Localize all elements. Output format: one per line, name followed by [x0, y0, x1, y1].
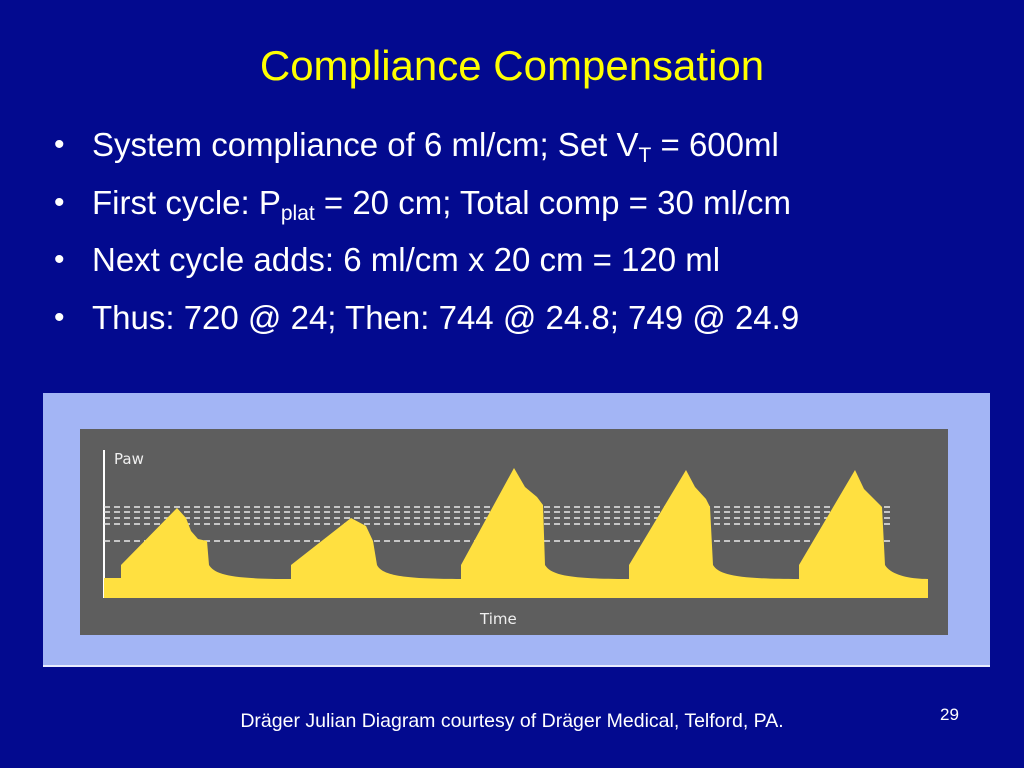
pressure-waveform	[104, 468, 928, 598]
bullet-item: • First cycle: Pplat = 20 cm; Total comp …	[54, 174, 799, 232]
bullet-item: • Next cycle adds: 6 ml/cm x 20 cm = 120 …	[54, 231, 799, 289]
bullet-subscript: T	[638, 144, 652, 167]
bullet-text: Next cycle adds: 6 ml/cm x 20 cm = 120 m…	[92, 241, 721, 278]
bullet-item: • System compliance of 6 ml/cm; Set VT = …	[54, 116, 799, 174]
image-credit-caption: Dräger Julian Diagram courtesy of Dräger…	[240, 710, 784, 732]
bullet-text: Thus: 720 @ 24; Then: 744 @ 24.8; 749 @ …	[92, 298, 800, 336]
slide-number: 29	[940, 705, 959, 724]
x-axis-label: Time	[479, 610, 517, 628]
bullet-text-suffix: = 600ml	[651, 126, 779, 163]
bullet-text: System compliance of 6 ml/cm; Set V	[92, 126, 639, 163]
bullet-marker: •	[54, 243, 65, 276]
bullet-text-suffix: = 20 cm; Total comp = 30 ml/cm	[314, 183, 791, 221]
waveform-diagram: Paw Time	[43, 393, 990, 667]
pressure-time-waveform: Paw Time	[80, 429, 948, 635]
bullet-item: • Thus: 720 @ 24; Then: 744 @ 24.8; 749 @…	[54, 289, 799, 347]
bullet-marker: •	[54, 128, 65, 161]
y-axis-label: Paw	[114, 450, 144, 468]
bullet-subscript: plat	[280, 201, 315, 225]
bullet-list: • System compliance of 6 ml/cm; Set VT = …	[54, 116, 799, 346]
slide-title: Compliance Compensation	[259, 42, 765, 89]
bullet-text: First cycle: P	[92, 183, 281, 221]
bullet-marker: •	[54, 300, 65, 334]
bullet-marker: •	[54, 185, 65, 219]
